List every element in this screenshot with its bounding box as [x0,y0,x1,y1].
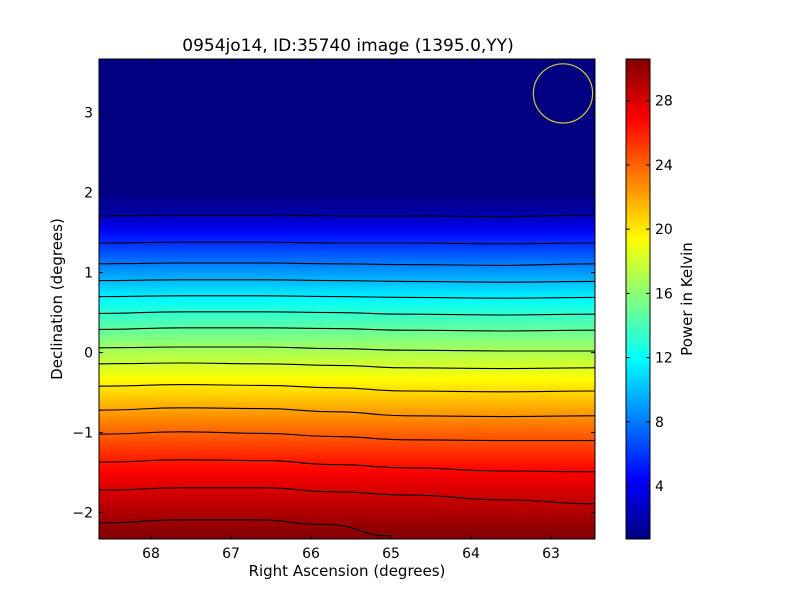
colorbar-tick-label: 4 [655,479,664,495]
colorbar-tick-label: 16 [655,286,673,302]
colorbar-label: Power in Kelvin [678,242,696,356]
contour-line [99,346,595,352]
contour-line [99,431,595,442]
colorbar-tick-label: 28 [655,94,673,110]
colorbar-tick-label: 8 [655,415,664,431]
y-tick-label: 3 [84,106,93,122]
colorbar-tick-label: 20 [655,222,673,238]
y-tick-label: −2 [72,506,93,522]
x-tick-label: 64 [462,546,480,562]
contour-line [99,362,595,370]
x-axis-ticks: 68 67 66 65 64 63 [142,59,560,562]
contour-line [99,214,595,218]
y-tick-label: −1 [72,426,93,442]
y-tick-label: 0 [84,346,93,362]
x-tick-label: 63 [542,546,560,562]
beam-layer [532,63,594,124]
contour-layer [99,214,595,537]
colorbar-gradient [625,58,651,540]
contour-line [99,487,595,505]
x-tick-label: 66 [302,546,320,562]
contour-line [99,519,392,537]
y-tick-label: 2 [84,186,93,202]
heatmap-field [99,59,595,539]
contour-line [99,241,595,245]
plot-area [98,58,596,540]
chart-title: 0954jo14, ID:35740 image (1395.0,YY) [182,36,513,56]
colorbar-tick-label: 24 [655,158,673,174]
contour-line [99,407,595,418]
colorbar-tick-label: 12 [655,351,673,367]
x-tick-label: 65 [382,546,400,562]
x-tick-label: 68 [142,546,160,562]
contour-line [99,279,595,283]
y-axis-title: Declination (degrees) [48,218,66,380]
x-axis-title: Right Ascension (degrees) [249,562,446,580]
contour-line [99,311,595,316]
colorbar: 4 8 12 16 20 24 28 Power in Kelvin [625,58,696,540]
colorbar-ticks: 4 8 12 16 20 24 28 [626,94,673,495]
contour-line [99,327,595,332]
beam-circle [532,63,594,124]
contour-line [99,384,595,393]
plot-frame [98,58,596,540]
contour-line [99,295,595,299]
y-axis-ticks: −2 −1 0 1 2 3 [72,106,595,522]
y-tick-label: 1 [84,266,93,282]
x-tick-label: 67 [222,546,240,562]
contour-line [99,262,595,266]
contour-line [99,459,595,473]
